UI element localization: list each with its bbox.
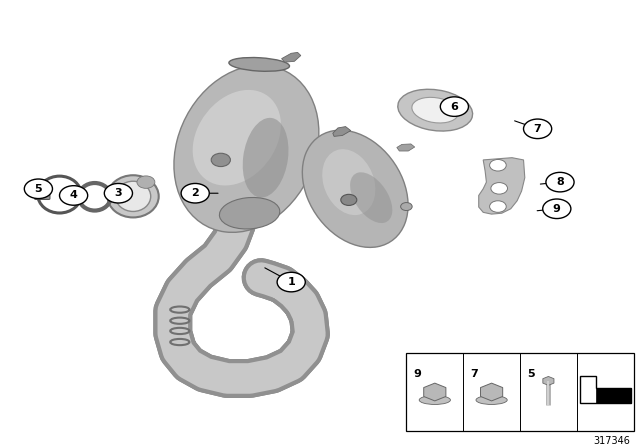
Ellipse shape (243, 118, 289, 198)
Text: 7: 7 (534, 124, 541, 134)
Ellipse shape (401, 202, 412, 211)
Ellipse shape (323, 149, 375, 215)
Circle shape (24, 179, 52, 198)
Ellipse shape (220, 198, 280, 229)
Text: 8: 8 (556, 177, 564, 187)
Ellipse shape (174, 65, 319, 233)
Ellipse shape (476, 396, 508, 405)
Polygon shape (543, 376, 554, 385)
Bar (406, 353, 634, 431)
Circle shape (490, 159, 506, 171)
Polygon shape (481, 383, 502, 401)
Circle shape (137, 176, 155, 188)
Text: 5: 5 (527, 369, 535, 379)
Polygon shape (424, 383, 446, 401)
Circle shape (277, 272, 305, 292)
Text: 317346: 317346 (593, 436, 630, 446)
Polygon shape (580, 376, 631, 403)
Ellipse shape (229, 57, 289, 71)
Text: 9: 9 (553, 204, 561, 214)
Ellipse shape (419, 396, 451, 405)
Circle shape (491, 183, 508, 194)
Ellipse shape (211, 153, 230, 167)
Text: 3: 3 (115, 188, 122, 198)
Text: 2: 2 (191, 188, 199, 198)
Polygon shape (479, 158, 525, 214)
Ellipse shape (302, 130, 408, 247)
Circle shape (524, 119, 552, 138)
Circle shape (104, 184, 132, 203)
Text: 1: 1 (287, 277, 295, 287)
Polygon shape (596, 388, 631, 403)
Circle shape (543, 199, 571, 219)
Circle shape (546, 172, 574, 192)
Circle shape (181, 184, 209, 203)
Polygon shape (333, 127, 351, 136)
Ellipse shape (412, 97, 458, 123)
Ellipse shape (350, 172, 392, 223)
Ellipse shape (398, 89, 472, 131)
Circle shape (60, 185, 88, 205)
Ellipse shape (116, 181, 151, 211)
FancyBboxPatch shape (35, 184, 50, 199)
Text: 6: 6 (451, 102, 458, 112)
Ellipse shape (341, 194, 357, 206)
Circle shape (490, 201, 506, 212)
Ellipse shape (193, 90, 281, 185)
Text: 9: 9 (414, 369, 422, 379)
Text: 5: 5 (35, 184, 42, 194)
Polygon shape (282, 52, 301, 62)
Circle shape (440, 97, 468, 116)
Text: 4: 4 (70, 190, 77, 200)
Ellipse shape (108, 175, 159, 217)
Polygon shape (397, 144, 415, 151)
Text: 7: 7 (470, 369, 479, 379)
